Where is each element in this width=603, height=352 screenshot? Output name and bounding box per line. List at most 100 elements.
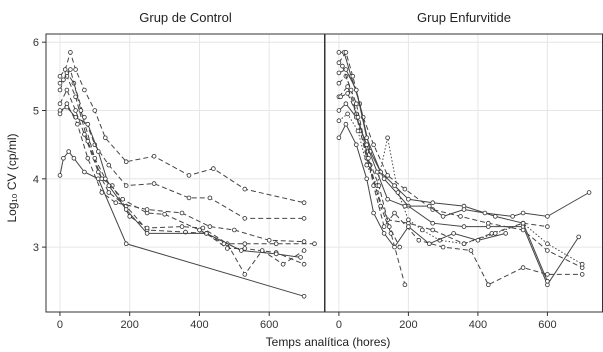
data-point bbox=[179, 224, 185, 229]
data-point bbox=[378, 203, 383, 209]
data-point bbox=[392, 244, 397, 250]
data-point bbox=[242, 186, 248, 192]
x-tick-label: 400 bbox=[469, 319, 487, 331]
data-point bbox=[343, 50, 349, 55]
y-tick-label: 4 bbox=[33, 174, 39, 186]
data-point bbox=[301, 261, 307, 267]
data-point bbox=[301, 248, 307, 253]
data-point bbox=[92, 108, 98, 113]
data-point bbox=[579, 261, 585, 267]
data-point bbox=[406, 224, 411, 229]
y-tick-label: 3 bbox=[33, 242, 39, 254]
data-point bbox=[280, 261, 286, 267]
data-point bbox=[207, 195, 213, 201]
data-point bbox=[298, 255, 303, 260]
data-point bbox=[106, 190, 112, 195]
data-point bbox=[371, 142, 376, 148]
x-axis-title: Temps analítica (hores) bbox=[266, 335, 391, 349]
data-point bbox=[364, 142, 370, 148]
data-point bbox=[186, 195, 192, 201]
data-point bbox=[273, 241, 279, 247]
data-point bbox=[440, 214, 446, 219]
data-point bbox=[440, 244, 446, 250]
data-point bbox=[57, 111, 63, 117]
data-point bbox=[179, 210, 185, 216]
data-point bbox=[374, 169, 380, 175]
data-point bbox=[376, 183, 382, 188]
data-point bbox=[345, 111, 350, 117]
data-point bbox=[451, 231, 456, 236]
panel-title: Grup Enfurvitide bbox=[417, 10, 511, 25]
panel-background bbox=[325, 34, 603, 312]
data-point bbox=[364, 135, 370, 141]
data-point bbox=[336, 50, 342, 55]
data-point bbox=[73, 108, 78, 113]
data-point bbox=[64, 74, 70, 79]
data-point bbox=[475, 238, 481, 243]
data-point bbox=[204, 231, 209, 236]
data-point bbox=[123, 159, 129, 165]
data-point bbox=[68, 67, 73, 72]
data-point bbox=[336, 108, 342, 113]
data-point bbox=[545, 224, 550, 229]
data-point bbox=[242, 241, 248, 247]
data-point bbox=[340, 63, 345, 69]
data-point bbox=[385, 135, 390, 141]
data-point bbox=[239, 248, 244, 253]
data-point bbox=[503, 231, 509, 236]
data-point bbox=[355, 115, 361, 120]
series-line bbox=[59, 88, 305, 265]
data-point bbox=[545, 272, 550, 277]
data-point bbox=[461, 241, 467, 247]
data-point bbox=[85, 121, 91, 127]
data-point bbox=[545, 248, 550, 253]
data-point bbox=[151, 181, 157, 186]
data-point bbox=[232, 227, 237, 233]
data-point bbox=[92, 156, 98, 161]
data-point bbox=[586, 190, 592, 195]
data-point bbox=[385, 197, 390, 202]
data-point bbox=[207, 224, 213, 229]
data-point bbox=[485, 220, 491, 226]
data-point bbox=[545, 214, 550, 219]
data-point bbox=[364, 176, 370, 182]
series-line bbox=[338, 85, 548, 245]
data-point bbox=[392, 210, 397, 216]
data-point bbox=[242, 272, 248, 277]
series-line bbox=[338, 113, 583, 265]
data-point bbox=[61, 156, 66, 161]
data-point bbox=[68, 50, 73, 55]
data-point bbox=[353, 101, 359, 106]
data-point bbox=[461, 224, 467, 229]
data-point bbox=[485, 282, 491, 288]
data-point bbox=[397, 244, 403, 250]
data-point bbox=[336, 60, 342, 65]
data-point bbox=[545, 278, 550, 284]
data-point bbox=[106, 162, 112, 168]
data-point bbox=[106, 183, 112, 188]
x-tick-label: 0 bbox=[336, 319, 342, 331]
data-point bbox=[57, 74, 63, 79]
panel-background bbox=[46, 34, 325, 312]
data-point bbox=[510, 214, 515, 219]
y-axis-title: Log₁₀ CV (cp/ml) bbox=[5, 133, 19, 222]
data-point bbox=[82, 87, 87, 93]
data-point bbox=[120, 197, 125, 202]
data-point bbox=[406, 197, 411, 202]
data-point bbox=[75, 121, 80, 127]
data-point bbox=[123, 183, 129, 188]
data-point bbox=[273, 251, 279, 257]
data-point bbox=[336, 70, 342, 76]
data-point bbox=[266, 238, 272, 243]
data-point bbox=[64, 101, 70, 106]
data-point bbox=[259, 248, 265, 253]
data-point bbox=[576, 234, 581, 240]
data-point bbox=[336, 118, 342, 123]
panel-title: Grup de Control bbox=[139, 10, 232, 25]
x-tick-label: 600 bbox=[538, 319, 556, 331]
data-point bbox=[151, 154, 157, 159]
data-point bbox=[338, 94, 343, 100]
data-point bbox=[579, 272, 585, 277]
data-point bbox=[406, 217, 411, 223]
